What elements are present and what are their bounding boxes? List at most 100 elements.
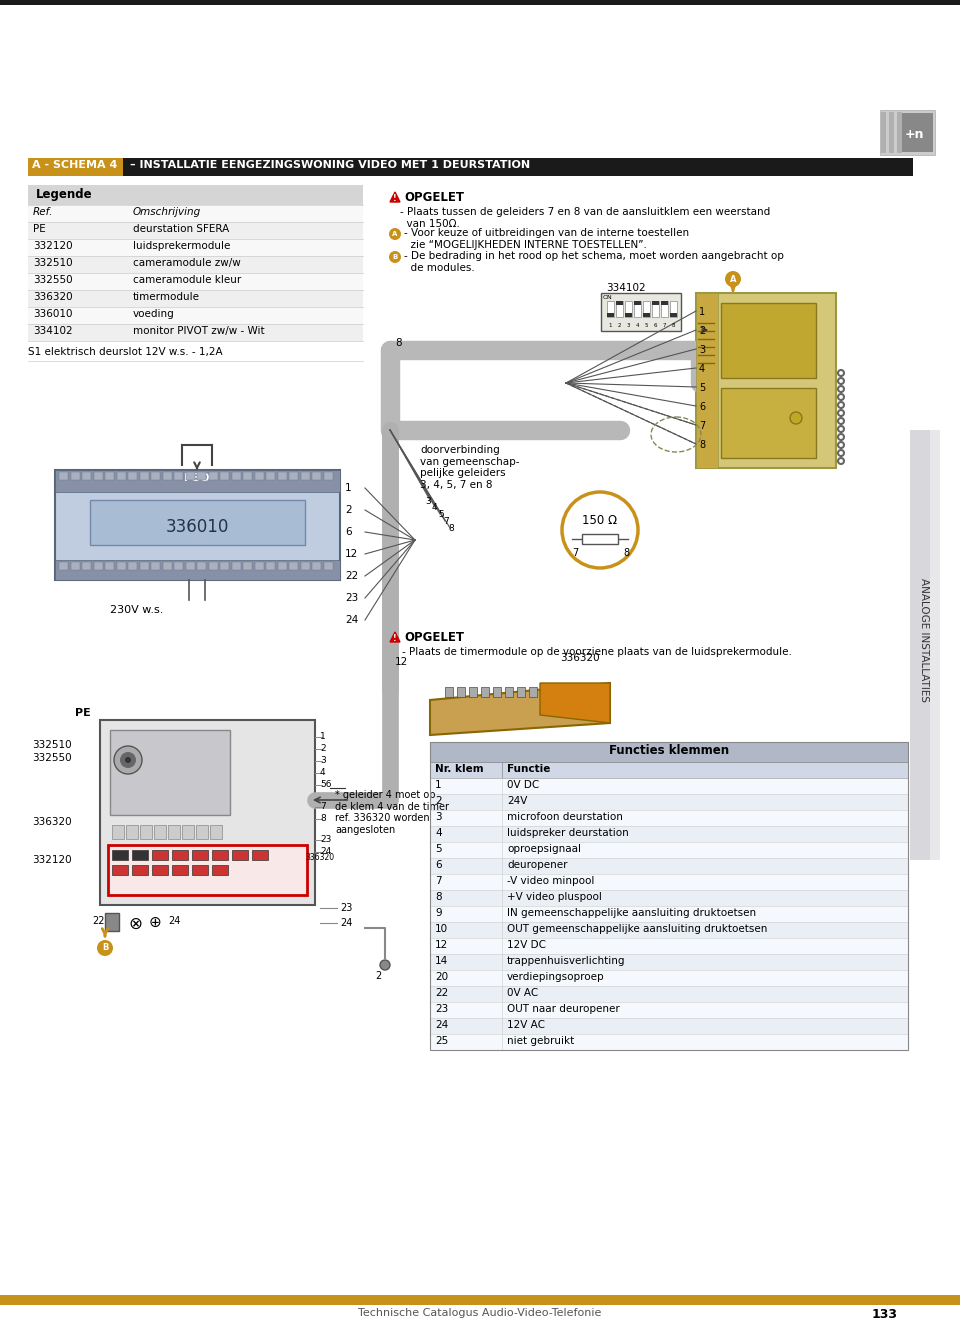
Bar (625, 312, 632, 316)
Text: 5: 5 (645, 323, 648, 328)
Bar (28, 185, 363, 205)
Bar (28, 324, 363, 342)
Bar (254, 471, 263, 481)
Text: 332120: 332120 (33, 241, 73, 252)
Text: Technische Catalogus Audio-Video-Telefonie: Technische Catalogus Audio-Video-Telefon… (358, 1308, 602, 1317)
Text: +V video pluspool: +V video pluspool (507, 892, 602, 902)
Bar (430, 970, 908, 986)
Bar (430, 741, 908, 1050)
Text: 1: 1 (435, 780, 442, 790)
Bar (277, 561, 286, 571)
Text: verdiepingsoproep: verdiepingsoproep (507, 972, 605, 982)
Bar (220, 561, 229, 571)
Text: 332510: 332510 (33, 258, 73, 267)
Bar (430, 741, 908, 763)
Bar (634, 301, 641, 316)
Text: doorverbinding
van gemeenschap-
pelijke geleiders
3, 4, 5, 7 en 8: doorverbinding van gemeenschap- pelijke … (420, 445, 519, 490)
Text: B: B (393, 254, 397, 260)
Circle shape (114, 745, 142, 775)
Bar (112, 850, 128, 861)
Text: cameramodule kleur: cameramodule kleur (133, 275, 241, 285)
Bar (105, 561, 114, 571)
Bar (0, 0, 960, 5)
Bar (289, 561, 298, 571)
Bar (151, 471, 160, 481)
Bar (930, 430, 940, 861)
Bar (192, 865, 208, 875)
Bar (105, 471, 114, 481)
Bar (721, 388, 816, 458)
Bar (220, 471, 229, 481)
Bar (59, 561, 68, 571)
Text: ANALOGE INSTALLATIES: ANALOGE INSTALLATIES (919, 579, 929, 702)
Text: !: ! (394, 634, 396, 643)
Bar (82, 471, 91, 481)
Bar (55, 470, 340, 580)
Bar (231, 561, 241, 571)
Text: 332120: 332120 (32, 855, 72, 865)
Text: 5: 5 (699, 383, 706, 393)
Bar (469, 687, 477, 696)
Text: 4: 4 (320, 768, 325, 777)
Text: zie “MOGELIJKHEDEN INTERNE TOESTELLEN”.: zie “MOGELIJKHEDEN INTERNE TOESTELLEN”. (404, 240, 647, 250)
Text: Ref.: Ref. (33, 207, 54, 217)
Text: voeding: voeding (133, 308, 175, 319)
Text: luidsprekermodule: luidsprekermodule (133, 241, 230, 252)
Text: 2: 2 (345, 504, 351, 515)
Polygon shape (430, 683, 610, 735)
Bar (132, 850, 148, 861)
Text: 334102: 334102 (33, 326, 73, 336)
Text: 3: 3 (699, 346, 706, 355)
Bar (174, 561, 183, 571)
Bar (430, 906, 908, 922)
Text: 7: 7 (699, 421, 706, 432)
Bar (243, 561, 252, 571)
Text: A: A (393, 230, 397, 237)
Text: 24: 24 (345, 616, 358, 625)
Circle shape (125, 757, 131, 763)
Bar (312, 471, 321, 481)
Text: timermodule: timermodule (133, 293, 200, 302)
Bar (430, 1018, 908, 1034)
Bar (55, 560, 340, 580)
Bar (696, 293, 836, 467)
Bar (154, 825, 166, 839)
Text: A - SCHEMA 4: A - SCHEMA 4 (32, 160, 117, 169)
Text: 14: 14 (435, 956, 448, 967)
Bar (505, 687, 513, 696)
Text: OPGELET: OPGELET (404, 191, 464, 204)
Text: Legende: Legende (36, 188, 92, 201)
Text: 1: 1 (345, 483, 351, 493)
Text: ⊗: ⊗ (128, 915, 142, 933)
Text: 7: 7 (320, 802, 325, 812)
Bar (197, 561, 206, 571)
Bar (300, 471, 309, 481)
Bar (430, 1034, 908, 1050)
Text: 24: 24 (340, 918, 352, 928)
Bar (324, 471, 332, 481)
Bar (481, 687, 489, 696)
Text: !: ! (394, 195, 396, 203)
Text: 2: 2 (375, 970, 381, 981)
Text: 2: 2 (435, 796, 442, 806)
Text: niet gebruikt: niet gebruikt (507, 1035, 574, 1046)
Bar (172, 865, 188, 875)
Text: 3: 3 (435, 812, 442, 822)
Text: 336010: 336010 (33, 308, 73, 319)
Text: ON: ON (603, 295, 612, 301)
Circle shape (380, 960, 390, 970)
Bar (231, 471, 241, 481)
Bar (112, 865, 128, 875)
Bar (430, 826, 908, 842)
Text: 1: 1 (699, 307, 706, 316)
Bar (105, 914, 119, 931)
Text: deurstation SFERA: deurstation SFERA (133, 224, 229, 234)
Bar (643, 301, 650, 316)
Text: 336320: 336320 (305, 853, 334, 862)
Text: PSO: PSO (184, 473, 209, 483)
Text: 1: 1 (320, 732, 325, 741)
Bar (116, 471, 126, 481)
Bar (721, 303, 816, 377)
Bar (670, 312, 677, 316)
Text: 7: 7 (443, 516, 448, 526)
